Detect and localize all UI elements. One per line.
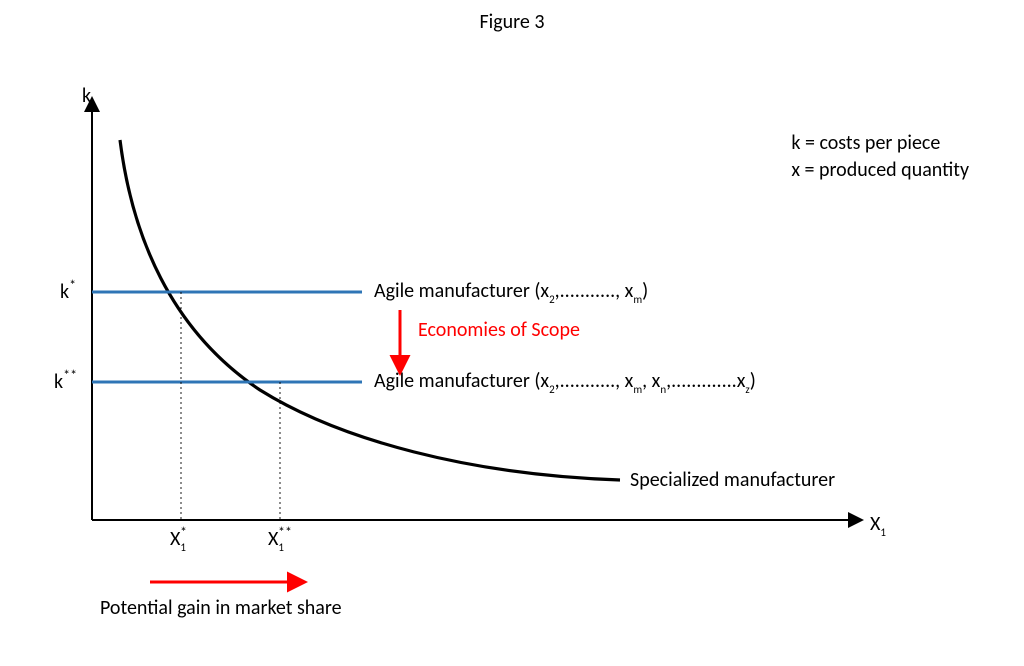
kstar-tick: k* xyxy=(60,277,76,304)
kdstar-tick: k** xyxy=(54,367,77,394)
curve-label: Specialized manufacturer xyxy=(630,468,835,492)
chart-stage: Figure 3 k = costs per piece x = produce… xyxy=(0,0,1024,666)
kstar-label: Agile manufacturer (x2,..........., xm) xyxy=(374,279,648,306)
x1dstar-tick: X1** xyxy=(268,524,292,554)
scope-label: Economies of Scope xyxy=(418,318,580,342)
y-axis-label: k xyxy=(82,84,91,108)
x-axis-label: X1 xyxy=(870,512,886,539)
kdstar-label: Agile manufacturer (x2,..........., xm, … xyxy=(374,369,756,396)
x1star-tick: X1* xyxy=(170,524,187,554)
cost-curve xyxy=(120,140,620,480)
chart-svg: k X1 Specialized manufacturer k* Agile m… xyxy=(0,0,1024,666)
market-label: Potential gain in market share xyxy=(100,596,342,620)
